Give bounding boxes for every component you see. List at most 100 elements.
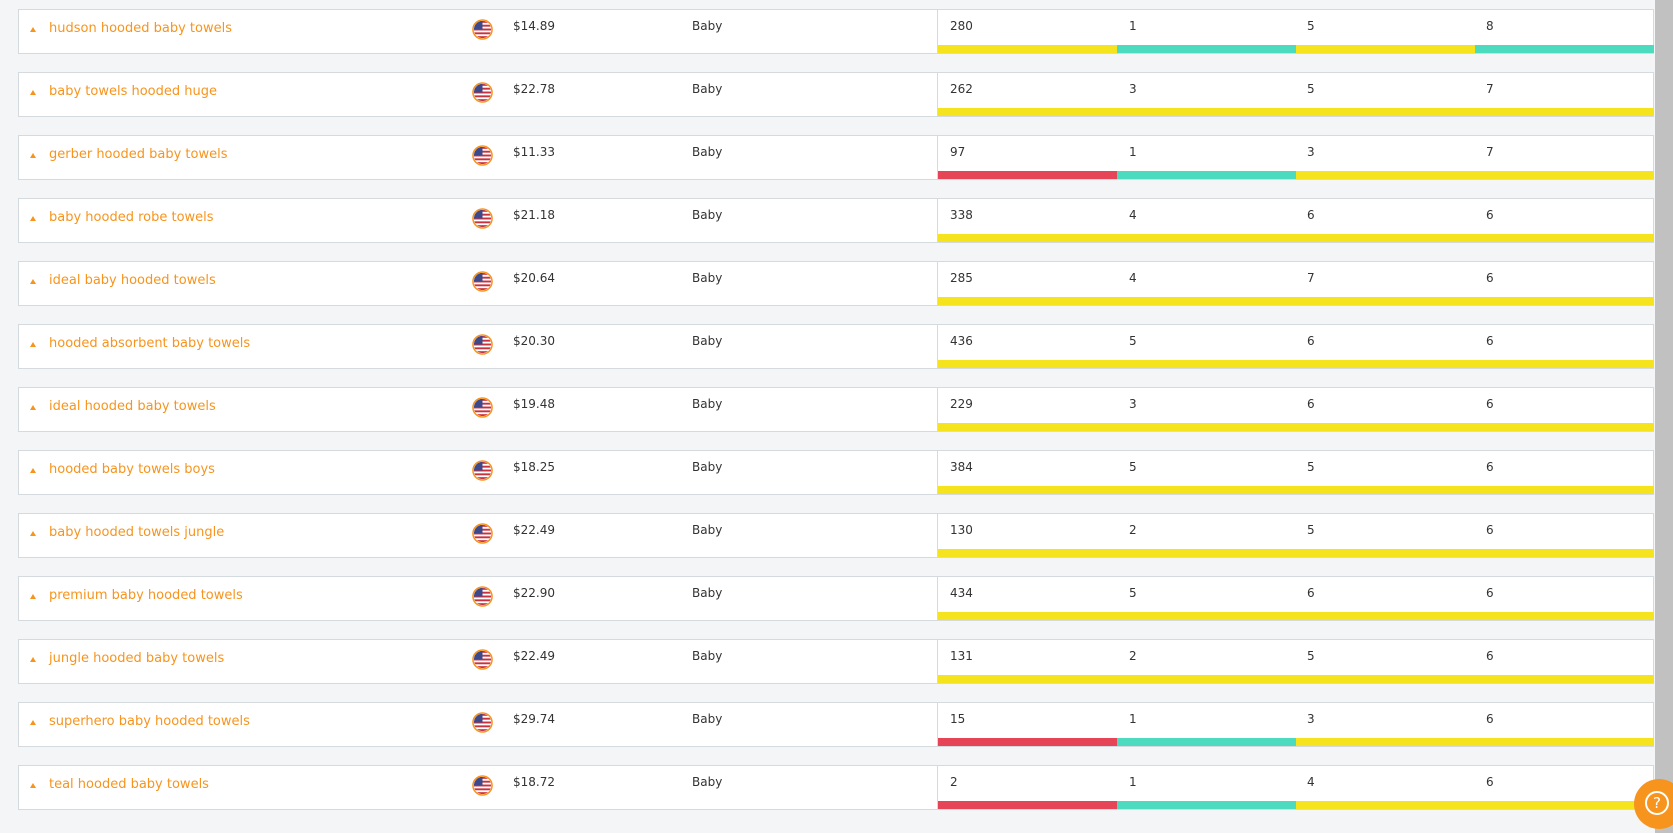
table-row[interactable]: superhero baby hooded towels $29.74 Baby 15… bbox=[18, 702, 1654, 747]
keyword-link[interactable]: hudson hooded baby towels bbox=[49, 21, 232, 36]
keyword-link[interactable]: premium baby hooded towels bbox=[49, 588, 243, 603]
caret-up-icon[interactable] bbox=[30, 720, 36, 725]
table-row[interactable]: premium baby hooded towels $22.90 Baby 434 5… bbox=[18, 576, 1654, 621]
caret-up-icon[interactable] bbox=[30, 405, 36, 410]
keyword-link[interactable]: baby hooded robe towels bbox=[49, 210, 214, 225]
score-bar-segment bbox=[1117, 108, 1296, 116]
metric-value: 15 bbox=[950, 712, 966, 726]
table-row[interactable]: teal hooded baby towels $18.72 Baby 2 1 4 6 bbox=[18, 765, 1654, 810]
caret-up-icon[interactable] bbox=[30, 594, 36, 599]
keyword-link[interactable]: ideal hooded baby towels bbox=[49, 399, 216, 414]
score-bar-segment bbox=[1475, 360, 1654, 368]
category-value: Baby bbox=[692, 712, 723, 726]
table-row[interactable]: hooded absorbent baby towels $20.30 Baby 43… bbox=[18, 324, 1654, 369]
metric-value: 6 bbox=[1486, 334, 1494, 348]
metric-value: 6 bbox=[1486, 208, 1494, 222]
table-row[interactable]: hooded baby towels boys $18.25 Baby 384 5 5 6 bbox=[18, 450, 1654, 495]
metric-value: 97 bbox=[950, 145, 966, 159]
vertical-scrollbar[interactable] bbox=[1655, 0, 1673, 833]
metric-value: 434 bbox=[950, 586, 973, 600]
column-divider bbox=[937, 766, 938, 809]
column-divider bbox=[937, 262, 938, 305]
category-value: Baby bbox=[692, 586, 723, 600]
us-flag-icon bbox=[472, 523, 493, 544]
metric-value: 5 bbox=[1129, 334, 1137, 348]
help-button[interactable]: ? bbox=[1634, 779, 1673, 829]
score-bar-segment bbox=[1475, 423, 1654, 431]
keyword-link[interactable]: ideal baby hooded towels bbox=[49, 273, 216, 288]
table-row[interactable]: hudson hooded baby towels $14.89 Baby 280 1 5… bbox=[18, 9, 1654, 54]
category-value: Baby bbox=[692, 271, 723, 285]
caret-up-icon[interactable] bbox=[30, 216, 36, 221]
table-row[interactable]: ideal hooded baby towels $19.48 Baby 229 3 6 6 bbox=[18, 387, 1654, 432]
score-bar-segment bbox=[1117, 486, 1296, 494]
price-value: $22.90 bbox=[513, 586, 555, 600]
score-bar-segment bbox=[1475, 612, 1654, 620]
score-bar bbox=[938, 612, 1654, 620]
table-row[interactable]: ideal baby hooded towels $20.64 Baby 285 4 7 6 bbox=[18, 261, 1654, 306]
us-flag-icon bbox=[472, 460, 493, 481]
score-bar-segment bbox=[1475, 45, 1654, 53]
caret-up-icon[interactable] bbox=[30, 27, 36, 32]
keyword-link[interactable]: jungle hooded baby towels bbox=[49, 651, 225, 666]
table-row[interactable]: baby towels hooded huge $22.78 Baby 262 3 5 7 bbox=[18, 72, 1654, 117]
metric-value: 6 bbox=[1486, 586, 1494, 600]
caret-up-icon[interactable] bbox=[30, 531, 36, 536]
price-value: $29.74 bbox=[513, 712, 555, 726]
metric-value: 7 bbox=[1486, 82, 1494, 96]
category-value: Baby bbox=[692, 334, 723, 348]
us-flag-icon bbox=[472, 19, 493, 40]
score-bar-segment bbox=[1117, 234, 1296, 242]
us-flag-icon bbox=[472, 397, 493, 418]
keyword-link[interactable]: baby towels hooded huge bbox=[49, 84, 218, 99]
keyword-link[interactable]: teal hooded baby towels bbox=[49, 777, 209, 792]
score-bar-segment bbox=[1296, 738, 1475, 746]
score-bar-segment bbox=[1296, 549, 1475, 557]
metric-value: 1 bbox=[1129, 19, 1137, 33]
score-bar-segment bbox=[1117, 675, 1296, 683]
us-flag-icon bbox=[472, 712, 493, 733]
table-row[interactable]: gerber hooded baby towels $11.33 Baby 97 1 3 7 bbox=[18, 135, 1654, 180]
column-divider bbox=[937, 136, 938, 179]
score-bar bbox=[938, 45, 1654, 53]
keyword-link[interactable]: hooded absorbent baby towels bbox=[49, 336, 251, 351]
category-value: Baby bbox=[692, 145, 723, 159]
table-row[interactable]: jungle hooded baby towels $22.49 Baby 131 2 5… bbox=[18, 639, 1654, 684]
metric-value: 7 bbox=[1486, 145, 1494, 159]
metric-value: 5 bbox=[1307, 19, 1315, 33]
caret-up-icon[interactable] bbox=[30, 90, 36, 95]
score-bar-segment bbox=[1296, 360, 1475, 368]
metric-value: 5 bbox=[1307, 523, 1315, 537]
score-bar-segment bbox=[1117, 549, 1296, 557]
price-value: $20.30 bbox=[513, 334, 555, 348]
metric-value: 262 bbox=[950, 82, 973, 96]
metric-value: 3 bbox=[1307, 712, 1315, 726]
column-divider bbox=[937, 73, 938, 116]
category-value: Baby bbox=[692, 397, 723, 411]
category-value: Baby bbox=[692, 775, 723, 789]
keyword-link[interactable]: gerber hooded baby towels bbox=[49, 147, 228, 162]
caret-up-icon[interactable] bbox=[30, 657, 36, 662]
score-bar-segment bbox=[938, 738, 1117, 746]
caret-up-icon[interactable] bbox=[30, 783, 36, 788]
column-divider bbox=[937, 325, 938, 368]
price-value: $18.25 bbox=[513, 460, 555, 474]
keyword-link[interactable]: baby hooded towels jungle bbox=[49, 525, 225, 540]
keyword-link[interactable]: hooded baby towels boys bbox=[49, 462, 215, 477]
table-row[interactable]: baby hooded robe towels $21.18 Baby 338 4 6 6 bbox=[18, 198, 1654, 243]
score-bar-segment bbox=[1296, 234, 1475, 242]
metric-value: 8 bbox=[1486, 19, 1494, 33]
caret-up-icon[interactable] bbox=[30, 468, 36, 473]
score-bar-segment bbox=[1117, 423, 1296, 431]
metric-value: 2 bbox=[1129, 649, 1137, 663]
caret-up-icon[interactable] bbox=[30, 153, 36, 158]
metric-value: 6 bbox=[1486, 775, 1494, 789]
us-flag-icon bbox=[472, 649, 493, 670]
caret-up-icon[interactable] bbox=[30, 279, 36, 284]
table-row[interactable]: baby hooded towels jungle $22.49 Baby 130 2 5… bbox=[18, 513, 1654, 558]
score-bar-segment bbox=[1296, 171, 1475, 179]
category-value: Baby bbox=[692, 19, 723, 33]
caret-up-icon[interactable] bbox=[30, 342, 36, 347]
score-bar-segment bbox=[1117, 738, 1296, 746]
keyword-link[interactable]: superhero baby hooded towels bbox=[49, 714, 250, 729]
